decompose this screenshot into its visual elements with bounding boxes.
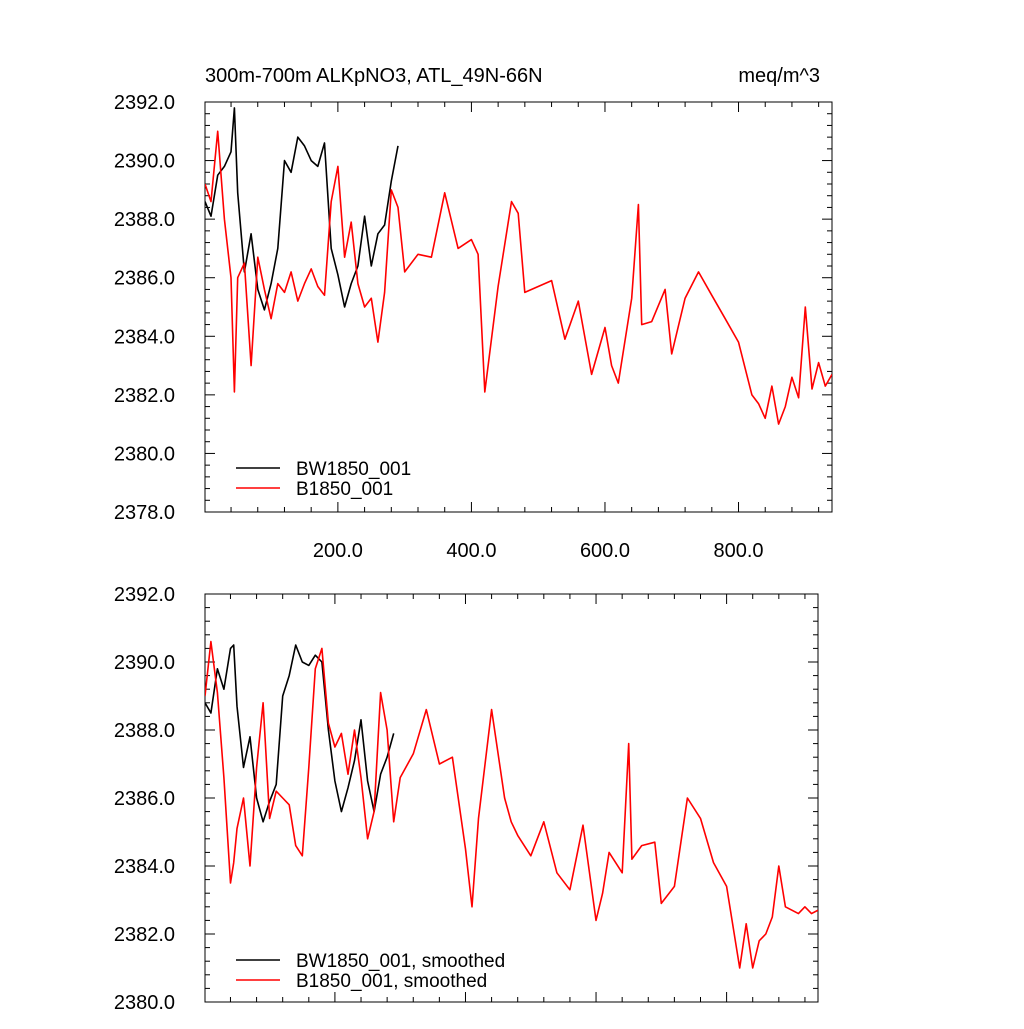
- chart-units: meq/m^3: [738, 65, 820, 87]
- plot-frame: [204, 101, 833, 513]
- x-tick-label: 800.0: [713, 540, 763, 562]
- y-tick-label: 2390.0: [114, 652, 175, 674]
- x-tick-label: 400.0: [446, 540, 496, 562]
- series-line-1: [205, 107, 399, 311]
- y-tick-label: 2392.0: [114, 584, 175, 606]
- legend-label: B1850_001: [296, 479, 393, 500]
- legend-label: BW1850_001: [296, 459, 411, 480]
- y-tick-label: 2384.0: [114, 326, 175, 348]
- legend-label: B1850_001, smoothed: [296, 971, 487, 992]
- y-tick-label: 2384.0: [114, 856, 175, 878]
- y-tick-label: 2382.0: [114, 385, 175, 407]
- plot-frame: [204, 593, 819, 1003]
- y-tick-label: 2388.0: [114, 720, 175, 742]
- x-tick-label: 200.0: [313, 540, 363, 562]
- series-line-2: [205, 130, 832, 425]
- chart-title: 300m-700m ALKpNO3, ATL_49N-66N: [205, 65, 543, 87]
- y-tick-label: 2392.0: [114, 92, 175, 114]
- y-tick-label: 2378.0: [114, 502, 175, 524]
- y-tick-label: 2386.0: [114, 788, 175, 810]
- y-tick-label: 2380.0: [114, 992, 175, 1014]
- y-tick-label: 2380.0: [114, 443, 175, 465]
- x-tick-label: 600.0: [580, 540, 630, 562]
- y-tick-label: 2390.0: [114, 151, 175, 173]
- series-line-1: [205, 644, 395, 823]
- chart-panel-2: 2380.0 2382.0 2384.0 2386.0 2388.0 2390.0 2392…: [114, 584, 819, 1014]
- legend-label: BW1850_001, smoothed: [296, 951, 505, 972]
- y-tick-label: 2382.0: [114, 924, 175, 946]
- y-tick-label: 2388.0: [114, 209, 175, 231]
- series-line-2: [205, 640, 818, 969]
- chart-panel-1: 2378.0 2380.0 2382.0 2384.0 2386.0 2388.0 2390…: [114, 65, 833, 562]
- y-tick-label: 2386.0: [114, 268, 175, 290]
